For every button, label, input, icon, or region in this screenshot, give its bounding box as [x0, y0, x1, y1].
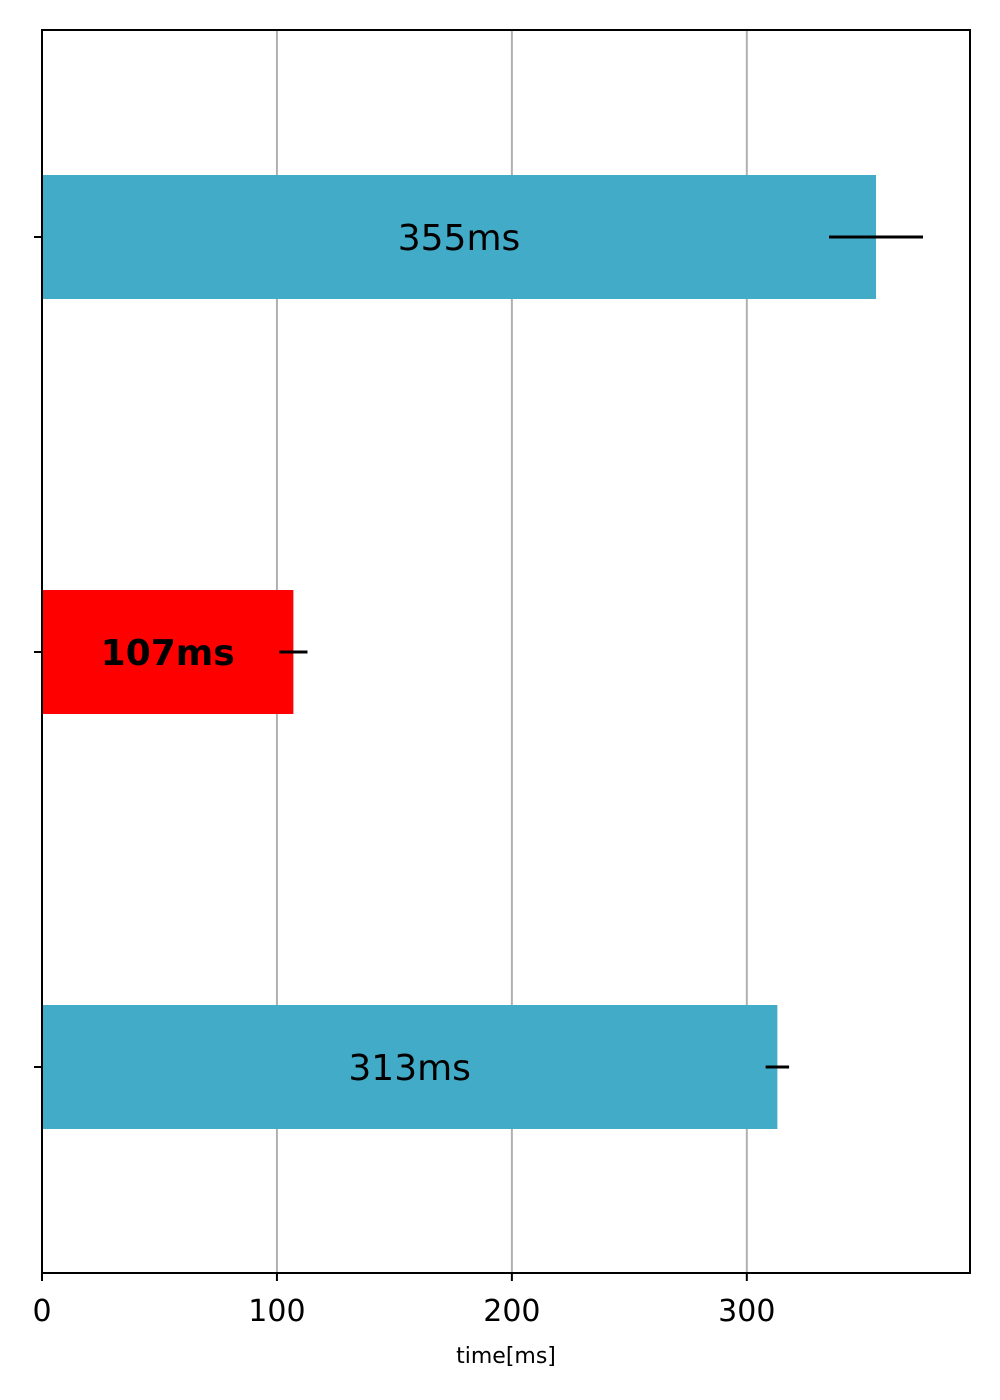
- x-tick-label: 200: [483, 1294, 540, 1329]
- x-tick-label: 100: [248, 1294, 305, 1329]
- bar-value-label: 313ms: [348, 1048, 471, 1089]
- bar-value-label: 107ms: [101, 633, 235, 674]
- y-ticks: [34, 236, 42, 1068]
- x-axis-label: time[ms]: [456, 1344, 556, 1369]
- bar-value-label: 355ms: [398, 218, 521, 259]
- bar: [42, 590, 294, 714]
- bar: [42, 175, 877, 299]
- bar: [42, 1005, 778, 1129]
- x-ticks: 0 100 200 300: [32, 1273, 775, 1329]
- bars-group: 355ms 107ms 313ms: [42, 175, 924, 1129]
- x-tick-label: 0: [32, 1294, 51, 1329]
- x-tick-label: 300: [718, 1294, 775, 1329]
